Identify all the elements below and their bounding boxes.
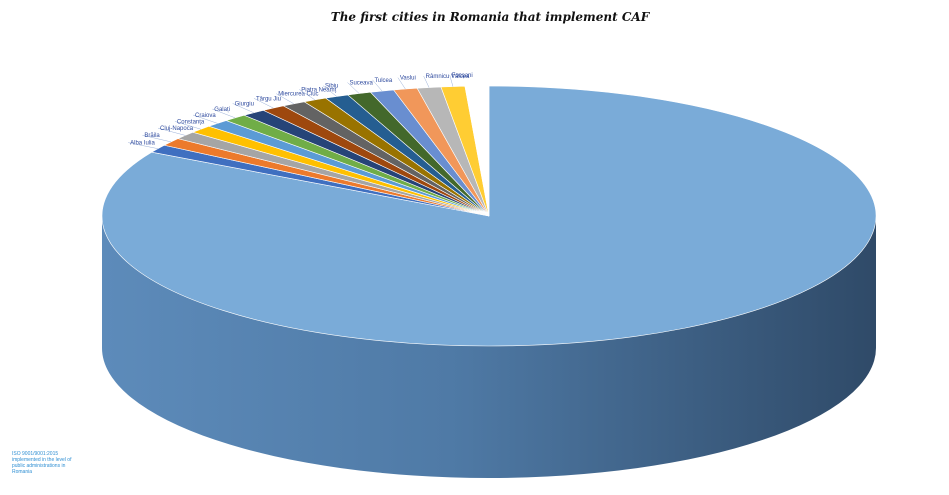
slice-label-16: Râmnicu Vâlcea <box>426 74 470 80</box>
leader-line-15 <box>397 77 406 90</box>
slice-label-14: Tulcea <box>374 78 392 84</box>
leader-line-2 <box>128 142 158 149</box>
pie-side-wall <box>102 216 876 478</box>
slice-label-9: Târgu Jiu <box>256 96 281 102</box>
slice-label-5: Constanța <box>177 119 205 125</box>
leader-line-3 <box>142 134 172 143</box>
leader-line-8 <box>232 103 254 113</box>
leader-line-17 <box>449 74 454 87</box>
leader-line-11 <box>299 89 316 101</box>
slice-label-2: Alba Iulia <box>130 141 155 147</box>
pie-slice-18 <box>464 85 490 217</box>
slice-label-8: Giurgiu <box>235 101 254 107</box>
leader-line-12 <box>322 85 337 97</box>
leader-line-9 <box>253 98 274 109</box>
leader-line-13 <box>347 82 360 94</box>
leader-line-6 <box>192 114 218 124</box>
pie-slice-1 <box>101 85 877 347</box>
chart-title: The first cities in Romania that impleme… <box>331 10 651 24</box>
slice-label-3: Brăila <box>144 133 160 139</box>
leader-line-10 <box>276 93 294 104</box>
slice-label-13: Suceava <box>349 81 373 87</box>
slice-label-7: Galați <box>214 107 230 113</box>
slice-label-10: Miercurea Ciuc <box>278 92 318 98</box>
leader-line-4 <box>157 127 186 136</box>
slice-labels: Alba Iulia BrăilaCluj-NapocaConstanțaCrai… <box>12 73 473 475</box>
slice-label-15: Vaslui <box>400 76 416 82</box>
pie-side-face <box>102 216 876 478</box>
pie-slices <box>101 85 877 347</box>
slice-label-6: Craiova <box>195 113 216 119</box>
slice-label-12: Sibiu <box>325 84 338 90</box>
slice-label-17: Focșani <box>452 73 473 79</box>
slice-label-4: Cluj-Napoca <box>160 126 194 132</box>
leader-line-16 <box>423 75 430 88</box>
leader-line-5 <box>174 121 201 130</box>
leader-line-14 <box>372 79 383 92</box>
slice-label-11: Piatra Neamț <box>301 87 336 93</box>
leader-line-7 <box>212 108 236 119</box>
slice-label-1: ISO 9001/9001:2015 implemented in the lev… <box>12 451 72 475</box>
